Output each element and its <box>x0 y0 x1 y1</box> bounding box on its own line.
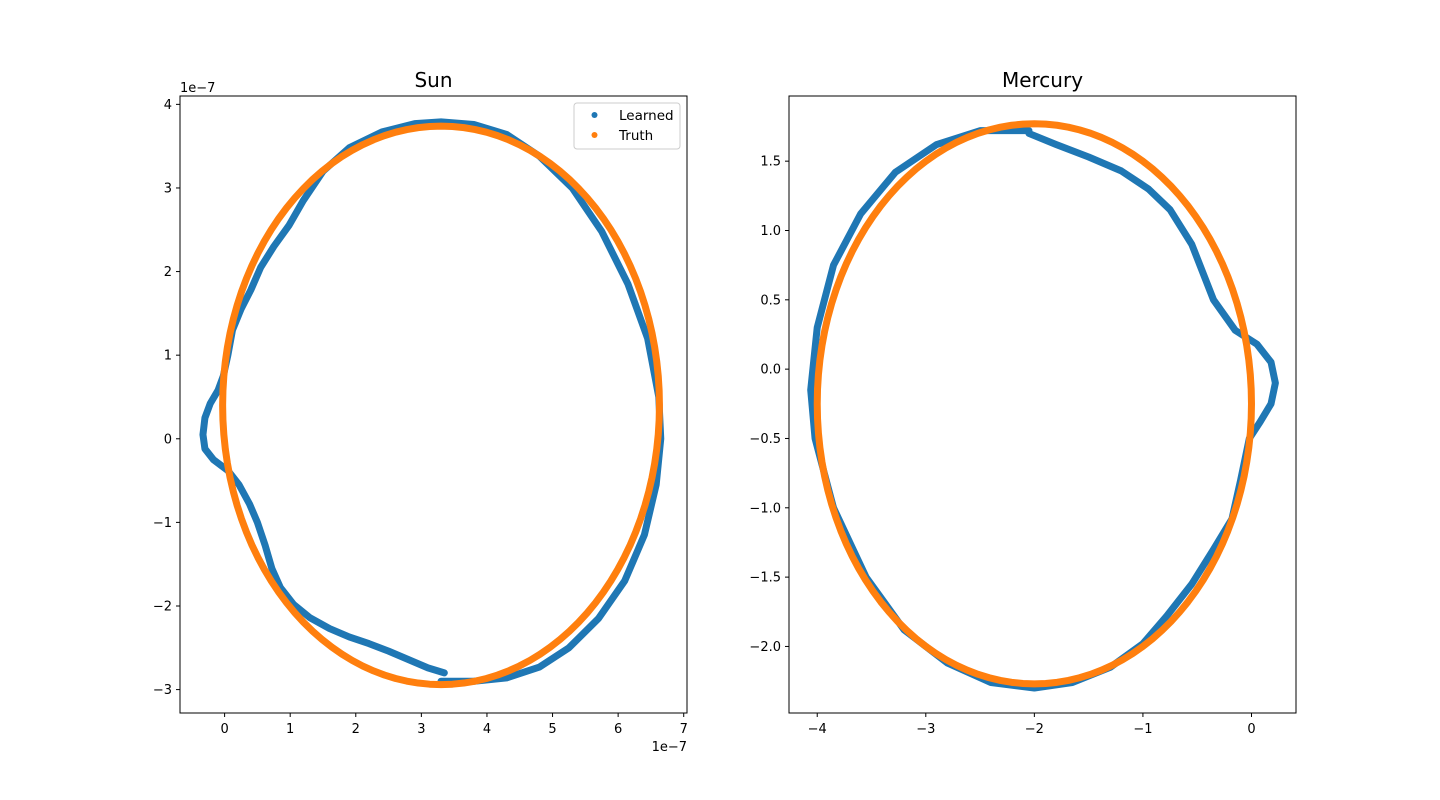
sun-x-offset-label: 1e−7 <box>652 740 687 755</box>
sun-x-tick-label: 7 <box>680 722 688 737</box>
sun-x-tick-label: 3 <box>417 722 425 737</box>
legend: Learned Truth <box>573 102 681 150</box>
mercury-y-tick-label: −2.0 <box>749 640 781 655</box>
mercury-x-tick-label: −3 <box>916 722 935 737</box>
legend-box <box>573 102 681 150</box>
sun-x-tick-label: 5 <box>548 722 556 737</box>
sun-x-ticks: 0 1 2 3 4 5 6 7 <box>220 713 688 737</box>
sun-y-tick-label: 4 <box>164 98 172 113</box>
mercury-x-tick-label: 0 <box>1247 722 1255 737</box>
mercury-y-tick-label: 1.0 <box>760 224 781 239</box>
mercury-y-ticks: −2.0 −1.5 −1.0 −0.5 0.0 0.5 1.0 1.5 <box>749 155 789 655</box>
mercury-title: Mercury <box>1002 68 1083 92</box>
sun-x-tick-label: 2 <box>352 722 360 737</box>
sun-y-offset-label: 1e−7 <box>180 81 215 96</box>
mercury-series-truth <box>813 120 1255 688</box>
sun-plot-area <box>199 118 665 689</box>
mercury-plot-area <box>807 120 1279 692</box>
mercury-x-tick-label: −4 <box>808 722 827 737</box>
sun-x-tick-label: 6 <box>614 722 622 737</box>
sun-y-tick-label: −3 <box>153 683 172 698</box>
mercury-x-tick-label: −2 <box>1025 722 1044 737</box>
sun-y-tick-label: 1 <box>164 349 172 364</box>
sun-y-tick-label: 3 <box>164 181 172 196</box>
sun-y-tick-label: 0 <box>164 432 172 447</box>
mercury-y-tick-label: −0.5 <box>749 432 781 447</box>
sun-y-tick-label: −1 <box>153 516 172 531</box>
mercury-y-tick-label: 0.5 <box>760 293 781 308</box>
legend-marker-learned <box>591 112 598 118</box>
sun-title: Sun <box>414 68 452 92</box>
mercury-y-tick-label: 1.5 <box>760 155 781 170</box>
sun-panel: 0 1 2 3 4 5 6 7 −3 −2 −1 0 1 2 3 4 Sun 1e−7 1e−7 Learn… <box>153 68 688 755</box>
sun-series-truth <box>219 122 663 689</box>
sun-y-ticks: −3 −2 −1 0 1 2 3 4 <box>153 98 180 698</box>
mercury-y-tick-label: −1.0 <box>749 501 781 516</box>
mercury-series-learned <box>807 127 1279 692</box>
mercury-y-tick-label: 0.0 <box>760 363 781 378</box>
sun-y-tick-label: 2 <box>164 265 172 280</box>
sun-axes-frame <box>179 95 688 714</box>
legend-label-truth: Truth <box>618 128 653 144</box>
sun-x-tick-label: 0 <box>220 722 228 737</box>
mercury-x-ticks: −4 −3 −2 −1 0 <box>808 713 1256 737</box>
mercury-panel: −4 −3 −2 −1 0 −2.0 −1.5 −1.0 −0.5 0.0 0.5 1.0 1.5 M… <box>749 68 1297 737</box>
legend-label-learned: Learned <box>619 108 674 124</box>
sun-y-tick-label: −2 <box>153 599 172 614</box>
mercury-y-tick-label: −1.5 <box>749 571 781 586</box>
sun-x-tick-label: 1 <box>286 722 294 737</box>
legend-marker-truth <box>591 132 598 138</box>
mercury-axes-frame <box>788 95 1297 714</box>
mercury-x-tick-label: −1 <box>1133 722 1152 737</box>
sun-x-tick-label: 4 <box>483 722 491 737</box>
